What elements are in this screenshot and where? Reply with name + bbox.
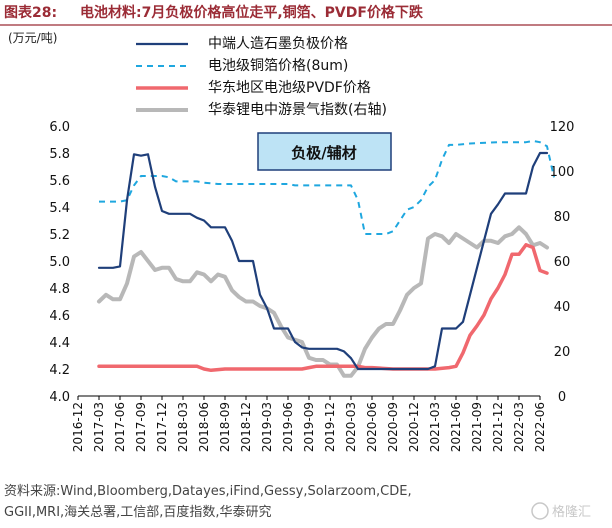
legend-label-index: 华泰锂电中游景气指数(右轴) bbox=[208, 102, 387, 118]
right-y-tick-label: 120 bbox=[550, 120, 575, 135]
x-tick-label: 2020-06 bbox=[365, 402, 379, 452]
x-tick-label: 2019-09 bbox=[302, 402, 316, 452]
figure-label: 图表28: bbox=[4, 4, 57, 21]
x-tick-label: 2019-06 bbox=[281, 402, 295, 452]
left-y-tick-label: 4.0 bbox=[49, 390, 70, 405]
source-line-1: 资料来源:Wind,Bloomberg,Datayes,iFind,Gessy,… bbox=[4, 484, 412, 499]
x-tick-label: 2017-03 bbox=[92, 402, 106, 452]
right-y-tick-label: 40 bbox=[554, 300, 571, 315]
x-tick-label: 2016-12 bbox=[71, 402, 85, 452]
x-axis: 2016-12 2017-03 2017-06 2017-09 2017-12 2018-… bbox=[71, 396, 547, 452]
x-tick-label: 2018-03 bbox=[176, 402, 190, 452]
chart-footer: 资料来源:Wind,Bloomberg,Datayes,iFind,Gessy,… bbox=[4, 484, 591, 520]
left-y-tick-label: 5.8 bbox=[49, 147, 70, 162]
series-index-line bbox=[97, 225, 549, 378]
legend-label-copper: 电池级铜箔价格(8um) bbox=[208, 58, 348, 74]
x-tick-label: 2022-06 bbox=[533, 402, 547, 452]
x-tick-label: 2020-12 bbox=[407, 402, 421, 452]
source-line-2: GGII,MRI,海关总署,工信部,百度指数,华泰研究 bbox=[4, 504, 272, 520]
left-y-tick-label: 5.2 bbox=[49, 228, 70, 243]
right-y-axis: 0 20 40 60 80 100 120 bbox=[550, 120, 575, 405]
legend-label-graphite: 中端人造石墨负极价格 bbox=[208, 36, 348, 52]
left-y-tick-label: 4.4 bbox=[49, 336, 70, 351]
left-y-tick-label: 4.8 bbox=[49, 282, 70, 297]
legend: 中端人造石墨负极价格 电池级铜箔价格(8um) 华东地区电池级PVDF价格 华泰… bbox=[136, 36, 387, 118]
left-y-axis: 4.0 4.2 4.4 4.6 4.8 5.0 5.2 5.4 5.6 5.8 6.0 bbox=[49, 120, 70, 405]
left-y-tick-label: 4.2 bbox=[49, 363, 70, 378]
x-tick-label: 2019-12 bbox=[323, 402, 337, 452]
x-tick-label: 2018-06 bbox=[197, 402, 211, 452]
x-tick-label: 2021-03 bbox=[428, 402, 442, 452]
left-y-tick-label: 6.0 bbox=[49, 120, 70, 135]
x-tick-label: 2019-03 bbox=[260, 402, 274, 452]
legend-item-graphite: 中端人造石墨负极价格 bbox=[136, 36, 348, 52]
x-tick-label: 2020-09 bbox=[386, 402, 400, 452]
y-axis-unit: (万元/吨) bbox=[8, 31, 57, 45]
series-pvdf-line bbox=[97, 243, 549, 373]
annotation-label: 负极/辅材 bbox=[291, 144, 356, 162]
right-y-tick-label: 60 bbox=[554, 255, 571, 270]
left-y-tick-label: 5.0 bbox=[49, 255, 70, 270]
annotation-box: 负极/辅材 bbox=[257, 132, 392, 171]
x-tick-label: 2017-06 bbox=[113, 402, 127, 452]
watermark-text: 格隆汇 bbox=[552, 504, 591, 520]
x-tick-label: 2017-12 bbox=[155, 402, 169, 452]
annotation-frame bbox=[257, 132, 392, 171]
chart-header: 图表28: 电池材料:7月负极价格高位走平,铜箔、PVDF价格下跌 bbox=[0, 4, 612, 26]
watermark: 格隆汇 bbox=[531, 502, 591, 520]
x-tick-label: 2017-09 bbox=[134, 402, 148, 452]
x-tick-label: 2022-03 bbox=[512, 402, 526, 452]
series-layer bbox=[97, 139, 555, 378]
x-tick-label: 2018-09 bbox=[218, 402, 232, 452]
x-tick-label: 2018-12 bbox=[239, 402, 253, 452]
right-y-tick-label: 0 bbox=[558, 390, 566, 405]
right-y-tick-label: 80 bbox=[554, 210, 571, 225]
chart-title: 电池材料:7月负极价格高位走平,铜箔、PVDF价格下跌 bbox=[80, 4, 424, 21]
legend-item-index: 华泰锂电中游景气指数(右轴) bbox=[136, 102, 387, 118]
x-tick-label: 2021-06 bbox=[449, 402, 463, 452]
x-tick-label: 2021-12 bbox=[491, 402, 505, 452]
legend-item-copper: 电池级铜箔价格(8um) bbox=[136, 58, 348, 74]
x-tick-label: 2020-03 bbox=[344, 402, 358, 452]
legend-label-pvdf: 华东地区电池级PVDF价格 bbox=[208, 80, 371, 96]
left-y-tick-label: 5.4 bbox=[49, 201, 70, 216]
series-copper-line bbox=[99, 139, 555, 235]
legend-item-pvdf: 华东地区电池级PVDF价格 bbox=[136, 80, 371, 96]
series-graphite-line bbox=[97, 151, 549, 371]
left-y-tick-label: 4.6 bbox=[49, 309, 70, 324]
left-y-tick-label: 5.6 bbox=[49, 174, 70, 189]
watermark-logo-icon bbox=[531, 502, 549, 520]
x-tick-label: 2021-09 bbox=[470, 402, 484, 452]
right-y-tick-label: 20 bbox=[554, 345, 571, 360]
right-y-tick-label: 100 bbox=[550, 165, 575, 180]
